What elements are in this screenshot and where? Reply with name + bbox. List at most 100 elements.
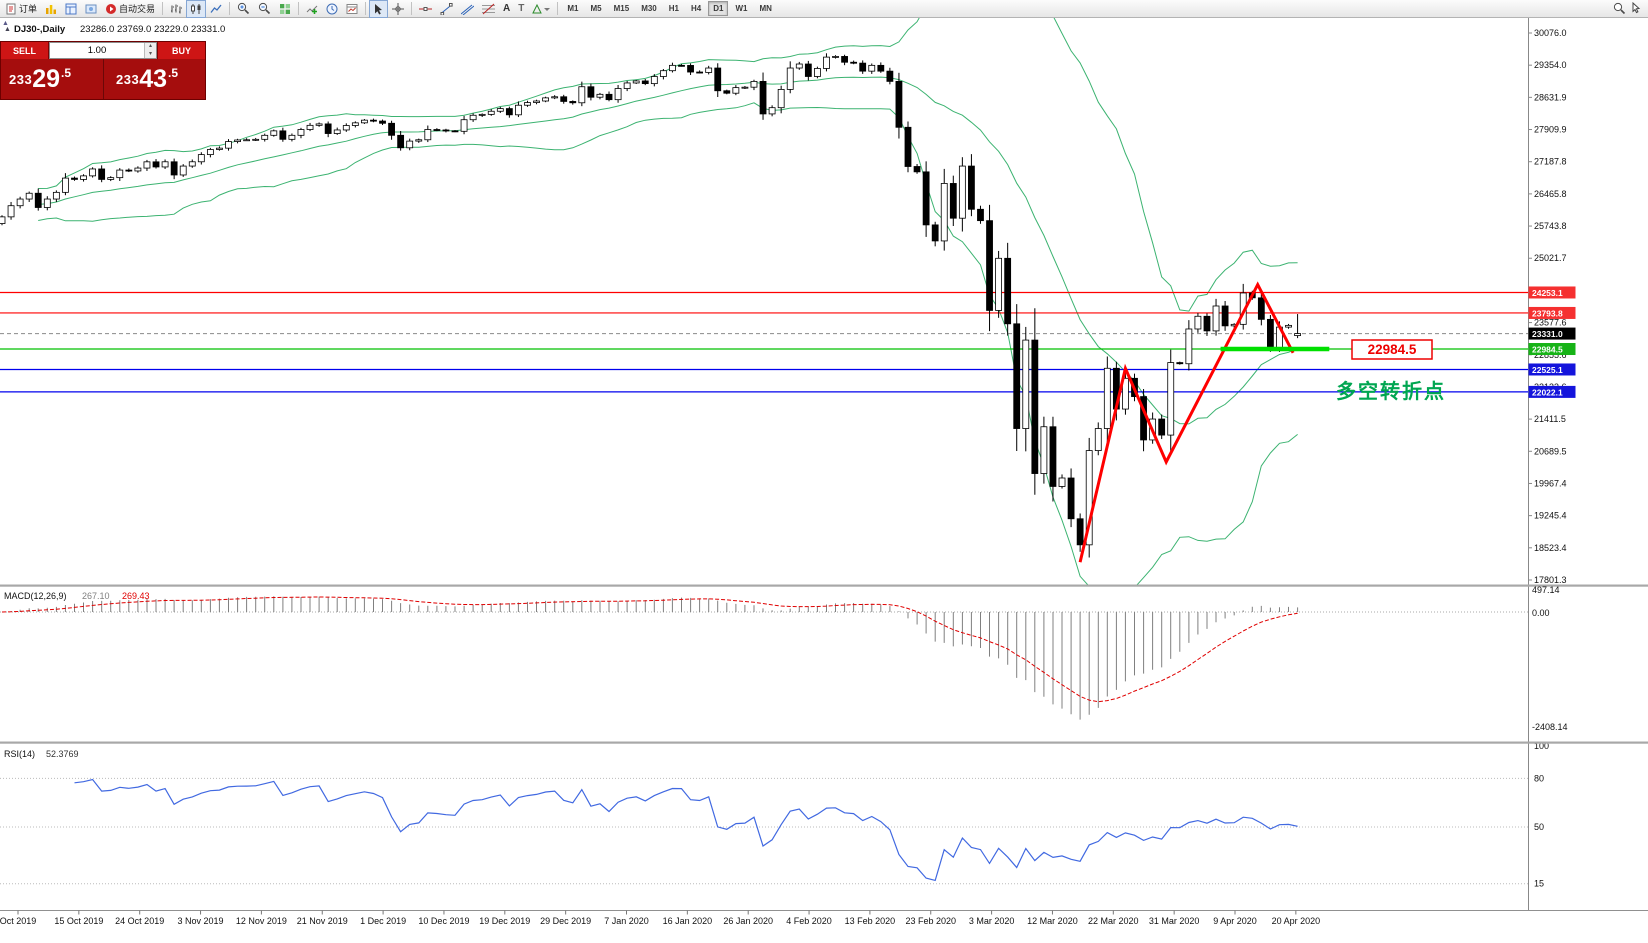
cursor-icon bbox=[375, 3, 383, 14]
new-order-label: 订单 bbox=[19, 4, 38, 14]
price-line-label: 23793.8 bbox=[1532, 308, 1563, 318]
time-axis[interactable]: Oct 2019 15 Oct 2019 24 Oct 2019 3 Nov 2019… bbox=[0, 910, 1648, 927]
price-line-label-box bbox=[1528, 327, 1576, 340]
macd-axis-max: 497.14 bbox=[1532, 585, 1560, 595]
hline-tool-button[interactable] bbox=[415, 0, 436, 18]
timeframe-m30-button[interactable]: M30 bbox=[641, 4, 657, 13]
date-label: 4 Feb 2020 bbox=[786, 916, 832, 926]
chart-title: DJ30-,Daily bbox=[14, 24, 66, 35]
channel-tool-button[interactable] bbox=[457, 0, 478, 18]
rsi-level-label: 15 bbox=[1534, 879, 1544, 889]
timeframe-h1-button[interactable]: H1 bbox=[668, 4, 679, 13]
spinner-down-icon[interactable]: ▾ bbox=[145, 50, 156, 58]
macd-main-value: 267.10 bbox=[82, 591, 110, 601]
tile-windows-icon bbox=[280, 3, 291, 14]
sell-button[interactable]: SELL bbox=[1, 42, 49, 59]
zigzag-trend-annotation[interactable] bbox=[1078, 281, 1295, 563]
autotrade-label: 自动交易 bbox=[119, 4, 156, 14]
date-label: 1 Dec 2019 bbox=[360, 916, 406, 926]
trade-panel-collapse-icon[interactable]: ▲ bbox=[2, 20, 9, 27]
new-order-button[interactable]: 订单 bbox=[2, 0, 41, 18]
price-line-label: 22984.5 bbox=[1532, 345, 1563, 355]
price-big-digits: 43 bbox=[139, 64, 168, 93]
panel-separator[interactable] bbox=[0, 741, 1648, 744]
date-label: 7 Jan 2020 bbox=[604, 916, 649, 926]
price-line-label-box bbox=[1528, 343, 1576, 356]
price-tick-label: 30076.0 bbox=[1534, 28, 1567, 38]
bar-chart-type-button[interactable] bbox=[166, 0, 186, 18]
price-line-label: 22022.1 bbox=[1532, 387, 1563, 397]
crosshair-tool-button[interactable] bbox=[388, 0, 408, 18]
date-label: 23 Feb 2020 bbox=[905, 916, 956, 926]
label-tool-icon: T bbox=[518, 3, 525, 14]
spinner-up-icon[interactable]: ▴ bbox=[145, 43, 156, 51]
label-tool-button[interactable]: T bbox=[514, 0, 528, 18]
toolbar-separator bbox=[411, 2, 413, 15]
price-tick-label: 29354.0 bbox=[1534, 60, 1567, 70]
price-prefix: 233 bbox=[9, 71, 33, 87]
new-order-icon bbox=[6, 3, 16, 14]
date-label: 16 Jan 2020 bbox=[663, 916, 713, 926]
timeframe-m1-button[interactable]: M1 bbox=[567, 4, 579, 13]
timeframe-mn-button[interactable]: MN bbox=[759, 4, 772, 13]
price-line-label: 24253.1 bbox=[1532, 288, 1563, 298]
macd-histogram bbox=[10, 596, 1299, 720]
volume-input[interactable]: 1.00 ▴ ▾ bbox=[49, 42, 157, 59]
volume-spinner[interactable]: ▴ ▾ bbox=[144, 43, 156, 58]
cursor-tool-button[interactable] bbox=[369, 0, 389, 18]
price-line-label-box bbox=[1528, 385, 1576, 398]
fibonacci-tool-button[interactable] bbox=[478, 0, 499, 18]
date-label: 26 Jan 2020 bbox=[723, 916, 773, 926]
timeframe-h4-button[interactable]: H4 bbox=[690, 4, 702, 13]
timeframe-w1-button[interactable]: W1 bbox=[735, 4, 748, 13]
price-callout-box[interactable] bbox=[1351, 339, 1433, 360]
line-chart-icon bbox=[210, 4, 222, 13]
fibonacci-icon bbox=[482, 3, 496, 14]
data-window-button[interactable] bbox=[61, 0, 81, 18]
periods-button[interactable] bbox=[322, 0, 342, 18]
navigator-button[interactable] bbox=[81, 0, 101, 18]
autotrade-button[interactable]: 自动交易 bbox=[101, 0, 159, 18]
date-label: 24 Oct 2019 bbox=[115, 916, 164, 926]
rsi-level-label: 80 bbox=[1534, 773, 1544, 783]
price-axis[interactable]: 30076.0 29354.0 28631.9 27909.9 27187.8 26465… bbox=[1528, 18, 1576, 910]
price-tick-label: 19967.4 bbox=[1534, 478, 1567, 488]
price-tick-label: 18523.4 bbox=[1534, 543, 1567, 553]
toolbar: 订单 自动交易 bbox=[0, 0, 1648, 18]
toolbar-separator bbox=[229, 2, 231, 15]
timeframe-d1-button[interactable]: D1 bbox=[708, 1, 729, 16]
data-window-icon bbox=[65, 3, 77, 14]
tile-windows-button[interactable] bbox=[275, 0, 295, 18]
price-tick-label: 19245.4 bbox=[1534, 511, 1567, 521]
panel-separator[interactable] bbox=[0, 584, 1648, 587]
price-tick-label: 25021.7 bbox=[1534, 253, 1567, 263]
market-watch-button[interactable] bbox=[41, 0, 61, 18]
date-label: Oct 2019 bbox=[0, 916, 36, 926]
timeframe-m15-button[interactable]: M15 bbox=[613, 4, 630, 13]
date-label: 15 Oct 2019 bbox=[54, 916, 103, 926]
rsi-level-label: 100 bbox=[1534, 741, 1549, 751]
date-label: 31 Mar 2020 bbox=[1149, 916, 1200, 926]
sell-price[interactable]: 233 29.5 bbox=[1, 59, 103, 99]
candlestick-chart-type-button[interactable] bbox=[186, 0, 207, 18]
timeframe-m5-button[interactable]: M5 bbox=[590, 4, 602, 13]
zoom-out-button[interactable] bbox=[254, 0, 275, 18]
date-label: 12 Nov 2019 bbox=[236, 916, 287, 926]
price-fraction: .5 bbox=[168, 66, 179, 80]
text-tool-button[interactable]: A bbox=[499, 0, 514, 18]
shapes-tool-button[interactable] bbox=[528, 0, 554, 18]
macd-signal-value: 269.43 bbox=[122, 591, 150, 601]
line-chart-type-button[interactable] bbox=[206, 0, 226, 18]
zoom-in-button[interactable] bbox=[233, 0, 254, 18]
indicators-button[interactable] bbox=[302, 0, 322, 18]
templates-button[interactable] bbox=[342, 0, 362, 18]
search-icon[interactable] bbox=[1613, 2, 1626, 15]
buy-price[interactable]: 233 43.5 bbox=[103, 59, 205, 99]
bollinger-upper-band bbox=[38, 18, 1298, 312]
scroll-pointer-icon[interactable] bbox=[1630, 2, 1642, 15]
trendline-tool-button[interactable] bbox=[436, 0, 457, 18]
autotrade-icon bbox=[106, 3, 117, 14]
buy-button[interactable]: BUY bbox=[157, 42, 205, 59]
price-line-label-box bbox=[1528, 306, 1576, 319]
